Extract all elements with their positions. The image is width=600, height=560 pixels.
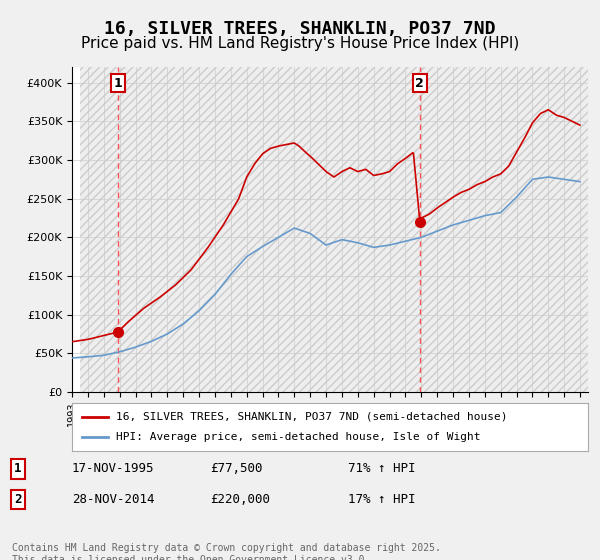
Text: 17-NOV-1995: 17-NOV-1995	[72, 463, 155, 475]
Text: 2: 2	[14, 493, 22, 506]
Text: 2: 2	[415, 77, 424, 90]
Text: Contains HM Land Registry data © Crown copyright and database right 2025.
This d: Contains HM Land Registry data © Crown c…	[12, 543, 441, 560]
Text: 1: 1	[14, 463, 22, 475]
Text: 16, SILVER TREES, SHANKLIN, PO37 7ND (semi-detached house): 16, SILVER TREES, SHANKLIN, PO37 7ND (se…	[116, 412, 508, 422]
Text: 71% ↑ HPI: 71% ↑ HPI	[348, 463, 415, 475]
Text: 17% ↑ HPI: 17% ↑ HPI	[348, 493, 415, 506]
Text: 1: 1	[113, 77, 122, 90]
Text: HPI: Average price, semi-detached house, Isle of Wight: HPI: Average price, semi-detached house,…	[116, 432, 481, 442]
Text: £77,500: £77,500	[210, 463, 263, 475]
Text: 16, SILVER TREES, SHANKLIN, PO37 7ND: 16, SILVER TREES, SHANKLIN, PO37 7ND	[104, 20, 496, 38]
Text: 28-NOV-2014: 28-NOV-2014	[72, 493, 155, 506]
Text: Price paid vs. HM Land Registry's House Price Index (HPI): Price paid vs. HM Land Registry's House …	[81, 36, 519, 52]
Text: £220,000: £220,000	[210, 493, 270, 506]
